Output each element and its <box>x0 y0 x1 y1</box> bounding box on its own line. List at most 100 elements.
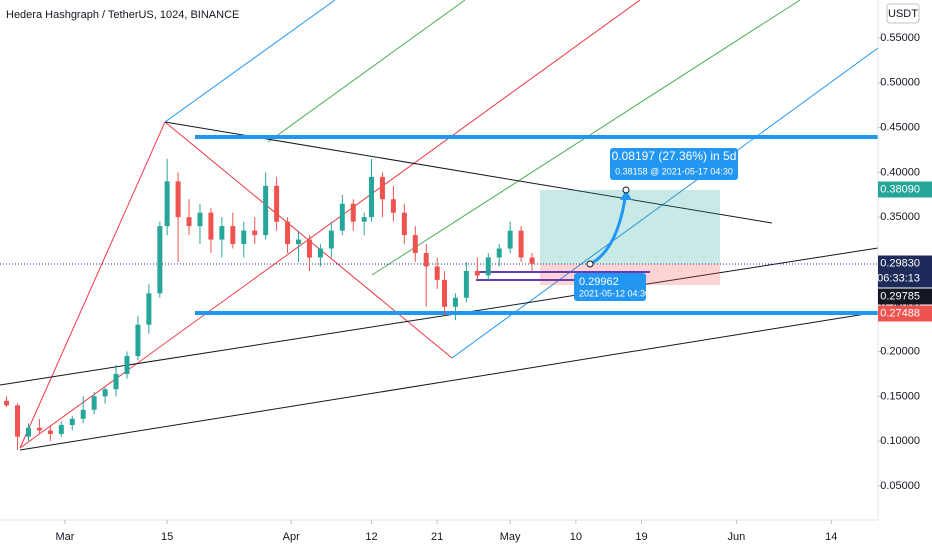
candle-body <box>518 230 524 258</box>
x-tick-label: 21 <box>431 531 443 543</box>
candle-body <box>208 212 214 240</box>
candle-body <box>175 181 181 218</box>
candle-body <box>350 203 356 222</box>
projection-target: 0.38158 @ 2021-05-17 04:30 <box>615 166 733 176</box>
candle-body <box>328 230 334 249</box>
candle-body <box>285 221 291 245</box>
x-tick-label: 12 <box>365 531 377 543</box>
candle-body <box>252 230 258 236</box>
candle-body <box>91 396 97 410</box>
x-tick-label: Apr <box>283 531 300 543</box>
candle-body <box>135 324 141 357</box>
y-tick-label: 0.35000 <box>880 211 920 223</box>
target-dot <box>622 186 630 194</box>
projection-headline: 0.08197 (27.36%) in 5d <box>612 149 737 163</box>
candles <box>4 158 535 451</box>
y-tick-label: 0.05000 <box>880 480 920 492</box>
candle-body <box>452 297 458 307</box>
candle-body <box>441 279 447 307</box>
currency-button[interactable] <box>886 3 920 24</box>
candle-body <box>47 430 53 434</box>
candle-body <box>4 400 10 406</box>
entry-dot <box>586 260 594 268</box>
candle-body <box>157 226 163 294</box>
candle-body <box>146 293 152 325</box>
pitchfork-lower <box>451 47 879 359</box>
candle-body <box>263 185 269 236</box>
y-tick-label: 0.45000 <box>880 121 920 133</box>
price-tag-label: 0.38090 <box>880 183 920 195</box>
y-tick-label: 0.20000 <box>880 345 920 357</box>
pitchfork-handle <box>19 121 166 449</box>
projection-arrow <box>589 191 628 266</box>
candle-body <box>197 212 203 227</box>
candle-body <box>474 270 480 276</box>
pitchfork-inner <box>267 0 466 143</box>
target-zone <box>540 190 720 264</box>
price-tag <box>878 255 932 288</box>
candle-body <box>230 226 236 245</box>
candle-body <box>219 226 225 240</box>
y-tick-label: 0.10000 <box>880 435 920 447</box>
candle-body <box>124 356 130 374</box>
candle-body <box>507 230 513 249</box>
candle-body <box>69 418 75 426</box>
candle-body <box>485 257 491 276</box>
x-tick-label: 14 <box>825 531 837 543</box>
x-tick-label: 15 <box>161 531 173 543</box>
arrow-head <box>620 190 632 200</box>
price-tag-label: 0.29830 <box>880 257 920 269</box>
entry-price: 0.29962 <box>579 276 619 288</box>
chart-title: Hedera Hashgraph / TetherUS, 1024, BINAN… <box>6 9 239 21</box>
pitchfork-upper <box>164 0 336 123</box>
candle-body <box>390 199 396 213</box>
candle-body <box>361 217 367 222</box>
candle-body <box>58 425 64 434</box>
x-tick-label: 19 <box>635 531 647 543</box>
candle-body <box>36 427 42 431</box>
price-tag-label: 0.27488 <box>880 307 920 319</box>
candle-body <box>113 373 119 390</box>
trend-line <box>0 247 879 386</box>
candle-body <box>496 248 502 258</box>
x-tick-label: May <box>500 531 521 543</box>
candle-body <box>186 217 192 227</box>
y-tick-label: 0.55000 <box>880 32 920 44</box>
price-tag <box>878 181 932 198</box>
candle-body <box>379 176 385 200</box>
candle-body <box>25 427 31 437</box>
candle-body <box>529 257 535 264</box>
candle-body <box>306 239 312 258</box>
candle-body <box>15 405 21 437</box>
candle-body <box>412 235 418 254</box>
y-tick-label: 0.50000 <box>880 77 920 89</box>
pitchfork-median <box>19 0 641 449</box>
x-tick-label: Mar <box>55 531 74 543</box>
x-tick-label: Jun <box>728 531 746 543</box>
candle-body <box>401 212 407 236</box>
currency-label[interactable]: USDT <box>888 8 918 20</box>
price-tag <box>878 288 932 305</box>
candle-body <box>274 185 280 222</box>
candle-body <box>102 389 108 397</box>
candle-body <box>463 270 469 298</box>
candle-body <box>434 266 440 280</box>
entry-time: 2021-05-12 04:30 <box>579 288 650 298</box>
price-tag-label: 0.29785 <box>880 290 920 302</box>
projection-box <box>610 148 738 180</box>
candle-body <box>317 248 323 258</box>
drawings <box>0 0 879 451</box>
candle-body <box>339 203 345 231</box>
y-tick-label: 0.15000 <box>880 390 920 402</box>
x-tick-label: 10 <box>570 531 582 543</box>
trend-line <box>19 311 879 451</box>
candle-body <box>80 409 86 419</box>
price-tag <box>878 305 932 322</box>
candle-body <box>423 253 429 267</box>
candle-body <box>368 176 374 218</box>
y-tick-label: 0.40000 <box>880 166 920 178</box>
candle-body <box>164 181 170 227</box>
entry-box <box>574 273 646 301</box>
candle-body <box>296 239 302 245</box>
